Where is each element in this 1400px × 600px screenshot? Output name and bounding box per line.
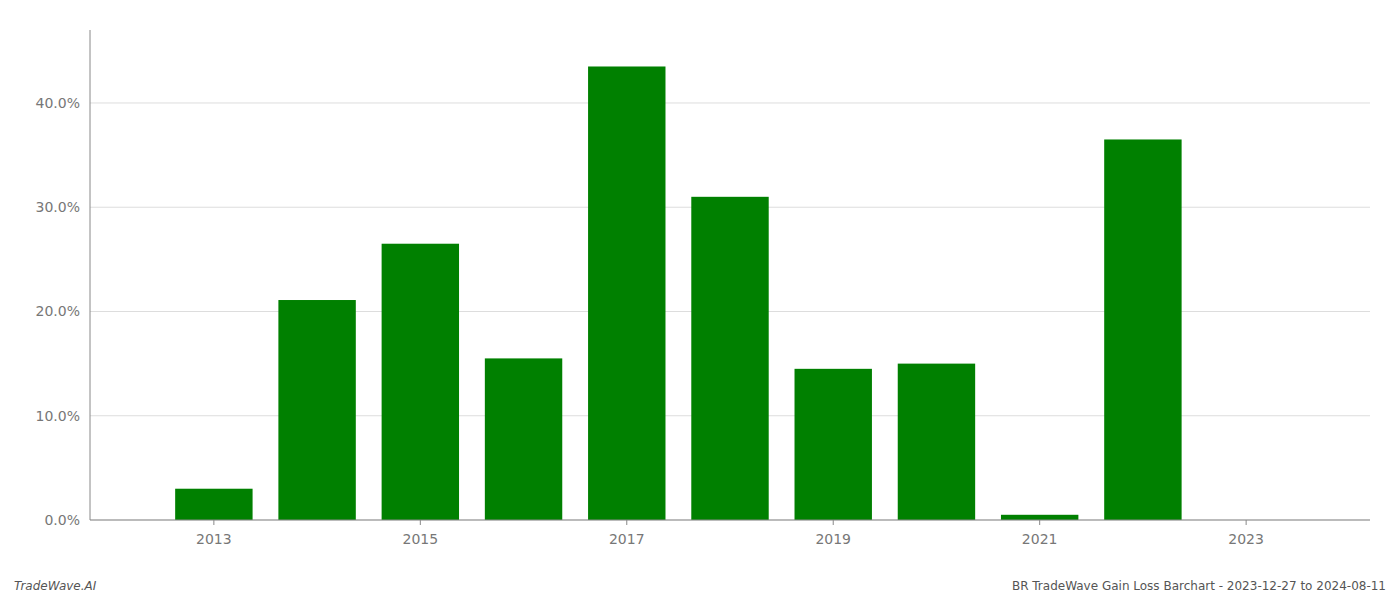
y-axis-line bbox=[90, 30, 91, 520]
chart: 0.0% 10.0% 20.0% 30.0% 40.0% 2013 2015 2017 2019… bbox=[0, 0, 1400, 600]
footer-left: TradeWave.AI bbox=[14, 579, 97, 593]
bar bbox=[795, 369, 872, 520]
y-tick-label: 10.0% bbox=[36, 408, 80, 424]
x-tick bbox=[213, 520, 214, 525]
y-tick-label: 0.0% bbox=[44, 512, 80, 528]
bar bbox=[898, 364, 975, 520]
x-tick bbox=[1039, 520, 1040, 525]
bar bbox=[175, 489, 252, 520]
bars bbox=[175, 66, 1181, 520]
footer-right: BR TradeWave Gain Loss Barchart - 2023-1… bbox=[1012, 579, 1386, 593]
y-tick-labels: 0.0% 10.0% 20.0% 30.0% 40.0% bbox=[36, 95, 80, 528]
bar bbox=[1104, 139, 1181, 520]
y-tick-label: 40.0% bbox=[36, 95, 80, 111]
x-tick-label: 2013 bbox=[196, 531, 232, 547]
x-axis-line bbox=[90, 520, 1370, 521]
x-tick bbox=[420, 520, 421, 525]
x-tick bbox=[626, 520, 627, 525]
x-tick-label: 2021 bbox=[1022, 531, 1058, 547]
bar bbox=[485, 358, 562, 520]
grid-line bbox=[90, 520, 1370, 521]
x-tick bbox=[1246, 520, 1247, 525]
y-tick-label: 20.0% bbox=[36, 303, 80, 319]
x-tick-label: 2023 bbox=[1228, 531, 1264, 547]
bar bbox=[1001, 515, 1078, 520]
x-ticks: 2013 2015 2017 2019 2021 2023 bbox=[196, 520, 1264, 547]
bar bbox=[588, 66, 665, 520]
bar bbox=[691, 197, 768, 520]
x-tick-label: 2019 bbox=[815, 531, 851, 547]
grid bbox=[90, 103, 1370, 520]
bar bbox=[278, 300, 355, 520]
y-tick-label: 30.0% bbox=[36, 199, 80, 215]
bar bbox=[382, 244, 459, 520]
grid-line bbox=[90, 102, 1370, 103]
chart-container: 0.0% 10.0% 20.0% 30.0% 40.0% 2013 2015 2017 2019… bbox=[0, 0, 1400, 600]
x-tick-label: 2017 bbox=[609, 531, 645, 547]
x-tick-label: 2015 bbox=[403, 531, 439, 547]
x-tick bbox=[833, 520, 834, 525]
